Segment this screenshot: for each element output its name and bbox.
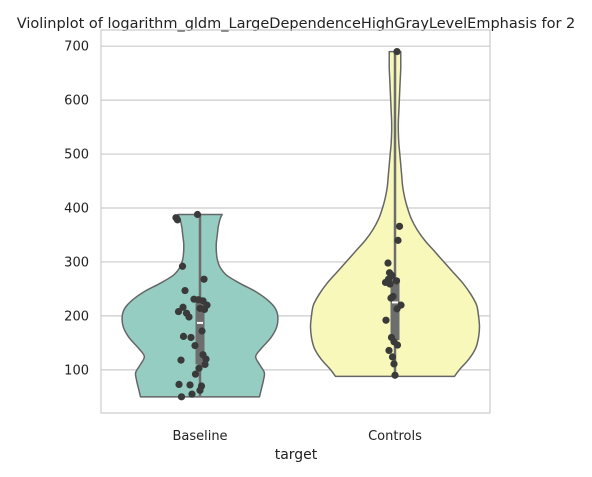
y-tick-label: 700: [64, 40, 89, 55]
y-tick-label: 100: [64, 363, 89, 378]
data-point: [185, 313, 192, 320]
x-tick-label: Controls: [368, 429, 422, 444]
data-point: [385, 347, 392, 354]
median-mark-baseline: [197, 322, 203, 324]
data-point: [194, 211, 201, 218]
y-ticks: 100 200 300 400 500 600 700: [64, 40, 89, 379]
data-point: [393, 305, 400, 312]
violins: [122, 52, 479, 397]
data-point: [180, 333, 187, 340]
data-point: [174, 216, 181, 223]
x-axis-label: target: [275, 447, 318, 463]
y-tick-label: 300: [64, 255, 89, 270]
data-point: [384, 259, 391, 266]
y-tick-label: 400: [64, 202, 89, 217]
x-tick-label: Baseline: [172, 429, 227, 444]
x-ticks: Baseline Controls: [172, 429, 422, 444]
median-mark-controls: [392, 301, 398, 303]
data-point: [394, 237, 401, 244]
data-point: [187, 334, 194, 341]
data-point: [390, 360, 397, 367]
data-point: [394, 341, 401, 348]
data-point: [386, 280, 393, 287]
data-point: [175, 381, 182, 388]
data-point: [393, 48, 400, 55]
data-point: [198, 327, 205, 334]
data-point: [192, 371, 199, 378]
data-point: [389, 353, 396, 360]
data-point: [382, 317, 389, 324]
data-point: [393, 277, 400, 284]
data-point: [201, 361, 208, 368]
data-point: [177, 357, 184, 364]
data-point: [186, 381, 193, 388]
y-tick-label: 500: [64, 148, 89, 163]
data-point: [391, 372, 398, 379]
y-tick-label: 200: [64, 309, 89, 324]
data-point: [178, 393, 185, 400]
data-point: [175, 308, 182, 315]
y-tick-label: 600: [64, 94, 89, 109]
data-point: [201, 306, 208, 313]
data-point: [181, 287, 188, 294]
data-point: [188, 391, 195, 398]
data-point: [200, 276, 207, 283]
data-point: [196, 387, 203, 394]
data-point: [387, 295, 394, 302]
data-point: [191, 342, 198, 349]
data-point: [396, 223, 403, 230]
data-point: [179, 263, 186, 270]
